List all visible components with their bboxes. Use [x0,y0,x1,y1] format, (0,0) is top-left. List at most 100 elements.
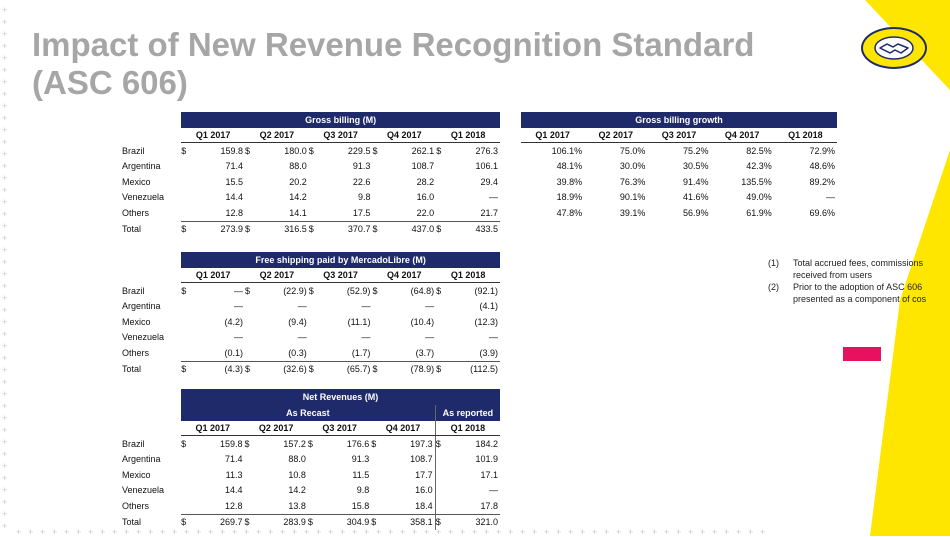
table-title-row: Gross billing (M) [120,112,500,128]
plus-mark: + [2,365,8,375]
cell-value: (11.1) [347,316,371,327]
cell-value: 106.1 [475,161,498,172]
cell-value: (92.1) [474,285,498,296]
cell-value: 11.5 [352,469,370,480]
currency-symbol [181,345,191,361]
plus-mark: + [328,527,334,537]
plus-mark: + [436,527,442,537]
cell-value: — [233,285,243,296]
row-label: Argentina [122,454,161,465]
currency-symbol [309,299,319,315]
plus-mark: + [2,389,8,399]
group-as-reported: As reported [434,405,500,421]
plus-mark: + [184,527,190,537]
plus-mark: + [2,281,8,291]
plus-mark: + [2,113,8,123]
currency-symbol [371,498,381,514]
plus-mark: + [616,527,622,537]
plus-mark: + [2,341,8,351]
cell-value: 106.1% [551,145,583,156]
plus-mark: + [676,527,682,537]
cell-value: — [826,192,835,203]
cell-value: 283.9 [254,513,308,530]
page-title: Impact of New Revenue Recognition Standa… [32,26,755,101]
column-header-row: Q1 2017 Q2 2017 Q3 2017 Q4 2017 Q1 2018 [120,421,500,436]
cell-value: 17.8 [480,500,498,511]
currency-symbol: $ [244,145,250,156]
currency-symbol: $ [244,360,255,377]
currency-symbol: $ [307,513,318,530]
footnote-number: (1) [768,258,779,268]
cell-value: 433.5 [446,220,500,237]
cell-value: 49.0% [746,192,772,203]
cell-value: 15.8 [351,500,370,511]
currency-symbol [434,467,446,483]
table-row: Total $269.7 $283.9 $304.9 $358.1 $321.0 [120,513,500,530]
currency-symbol [181,159,191,175]
currency-symbol [181,452,191,468]
currency-symbol [371,483,381,499]
plus-mark: + [2,473,8,483]
footnote-text: Total accrued fees, commissions [793,258,924,268]
cell-value: 9.8 [356,485,370,496]
currency-symbol [372,314,382,330]
cell-value: 18.4 [415,500,433,511]
footnote-line: (2) Prior to the adoption of ASC 606 [768,282,950,293]
column-header: Q2 2017 [244,421,308,436]
currency-symbol [372,190,382,206]
table-row: Venezuela 14.4 14.2 9.8 16.0 — [120,482,500,499]
table-title-row: Gross billing growth [521,112,837,128]
table-row: Brazil $ — $ (22.9) $ (52.9) $ (64.8) $ (92.1) [120,283,500,299]
cell-value: 22.0 [416,207,435,218]
plus-mark: + [52,527,58,537]
currency-symbol [244,452,254,468]
currency-symbol [181,190,191,206]
cell-value: (4.1) [479,301,498,312]
column-header: Q1 2018 [436,128,500,143]
row-label: Total [122,517,142,527]
cell-value: — [425,301,435,312]
cell-value: (52.9) [346,285,371,296]
spacer-cell [120,389,182,405]
cell-value: 14.4 [225,192,243,203]
cell-value: 16.0 [415,485,433,496]
handshake-icon [874,36,914,60]
cell-value: 14.4 [224,485,243,496]
currency-symbol [309,190,319,206]
plus-mark: + [2,305,8,315]
currency-symbol [181,330,191,346]
cell-value: 14.2 [288,485,306,496]
cell-value: 20.2 [289,176,307,187]
plus-mark: + [520,527,526,537]
currency-symbol [371,467,381,483]
free-shipping-table: Free shipping paid by MercadoLibre (M) Q1… [120,252,500,377]
cell-value: 135.5% [741,176,772,187]
row-label: Mexico [122,316,151,327]
cell-value: 14.1 [289,207,307,218]
cell-value: (3.9) [479,347,498,358]
plus-mark: + [2,89,8,99]
currency-symbol [245,190,255,206]
currency-symbol: $ [371,513,382,530]
currency-symbol: $ [372,360,383,377]
cell-value: 76.3% [619,176,646,187]
row-label: Argentina [122,301,161,312]
currency-symbol [372,345,382,361]
currency-symbol [372,159,382,175]
currency-symbol: $ [244,438,250,449]
currency-symbol: $ [372,145,378,156]
cell-value: 229.5 [347,145,371,156]
footnote-number: (2) [768,282,779,292]
plus-mark: + [292,527,298,537]
plus-mark: + [16,527,22,537]
cell-value: — [297,301,307,312]
plus-mark: + [532,527,538,537]
plus-mark: + [100,527,106,537]
row-label: Brazil [122,285,145,296]
plus-mark: + [2,101,8,111]
cell-value: — [233,332,243,343]
table-row: Total $ (4.3) $ (32.6) $ (65.7) $ (78.9) $ (112.5) [120,360,500,377]
cell-value: — [233,301,243,312]
column-header-row: Q1 2017 Q2 2017 Q3 2017 Q4 2017 Q1 2018 [521,128,837,143]
currency-symbol [309,205,319,221]
